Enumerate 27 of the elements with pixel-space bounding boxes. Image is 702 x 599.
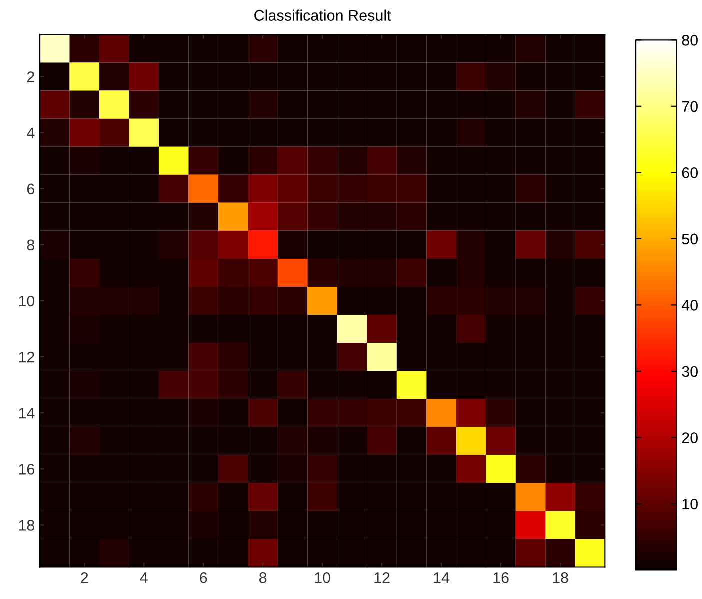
x-tick-label: 16 [494, 572, 509, 584]
x-tick-label: 2 [81, 572, 88, 584]
y-tick-label: 8 [27, 240, 34, 251]
y-tick-label: 18 [19, 520, 34, 531]
y-tick-label: 4 [27, 128, 35, 138]
color-bar-label: 80 [682, 35, 698, 46]
color-bar-label: 20 [682, 432, 698, 444]
x-tick-label: 8 [260, 572, 267, 584]
y-tick-label: 16 [19, 464, 34, 475]
y-tick-label: 10 [19, 296, 35, 307]
y-tick-label: 14 [19, 408, 35, 419]
x-tick-label: 12 [374, 572, 390, 584]
x-tick-label: 6 [200, 572, 208, 584]
x-tick-label: 18 [553, 572, 568, 584]
color-bar-label: 60 [682, 168, 698, 178]
color-bar-label: 70 [682, 101, 698, 112]
x-tick-label: 14 [434, 572, 450, 584]
color-bar-label: 50 [682, 234, 698, 245]
chart-title: Classification Result [254, 10, 392, 22]
y-tick-label: 6 [27, 184, 34, 195]
color-bar-label: 40 [682, 300, 698, 311]
x-tick-label: 4 [140, 572, 148, 584]
color-bar-label: 30 [682, 366, 698, 378]
y-tick-label: 12 [19, 352, 34, 363]
x-tick-label: 10 [315, 572, 330, 584]
y-tick-label: 2 [27, 72, 34, 82]
color-bar-label: 10 [682, 498, 698, 510]
